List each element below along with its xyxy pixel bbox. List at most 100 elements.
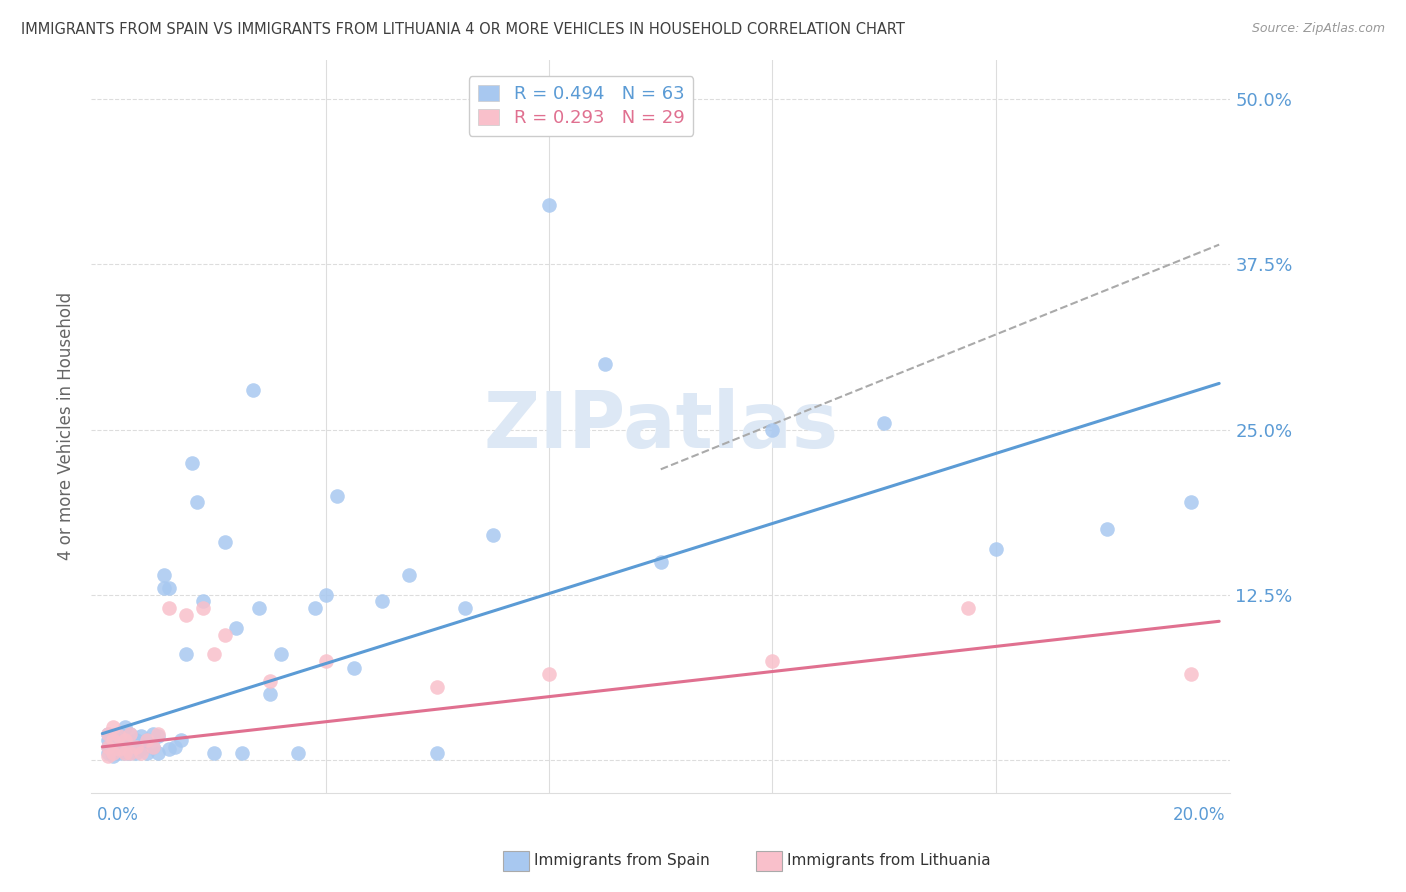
Point [108, 729, 131, 743]
Point [120, 726, 142, 740]
Point [426, 681, 449, 695]
Point [315, 588, 337, 602]
Point [120, 747, 142, 761]
Text: Immigrants from Spain: Immigrants from Spain [534, 854, 710, 868]
Y-axis label: 4 or more Vehicles in Household: 4 or more Vehicles in Household [58, 293, 75, 560]
Point [131, 729, 153, 743]
Point [108, 747, 131, 761]
Point [956, 601, 979, 615]
Point [538, 667, 561, 681]
Text: 20.0%: 20.0% [1173, 806, 1225, 824]
Point [191, 594, 214, 608]
Point [259, 687, 281, 701]
Point [142, 739, 165, 754]
Point [125, 733, 148, 747]
Text: ZIPatlas: ZIPatlas [484, 388, 838, 465]
Point [97, 749, 120, 764]
Text: Immigrants from Lithuania: Immigrants from Lithuania [787, 854, 991, 868]
Point [186, 495, 208, 509]
Point [326, 489, 349, 503]
Point [103, 742, 125, 756]
Point [370, 594, 392, 608]
Point [259, 673, 281, 688]
Point [125, 739, 148, 754]
Point [114, 747, 136, 761]
Point [650, 555, 672, 569]
Point [270, 648, 292, 662]
Point [202, 747, 225, 761]
Point [761, 423, 783, 437]
Point [108, 742, 131, 756]
Point [103, 729, 125, 743]
Point [103, 720, 125, 734]
Point [593, 357, 616, 371]
Point [482, 528, 505, 542]
Point [97, 747, 120, 761]
Point [398, 568, 420, 582]
Point [103, 737, 125, 751]
Point [103, 749, 125, 764]
Point [426, 747, 449, 761]
Point [136, 747, 159, 761]
Point [103, 747, 125, 761]
Point [114, 733, 136, 747]
Point [157, 601, 180, 615]
Point [108, 739, 131, 754]
Point [202, 648, 225, 662]
Point [114, 747, 136, 761]
Text: IMMIGRANTS FROM SPAIN VS IMMIGRANTS FROM LITHUANIA 4 OR MORE VEHICLES IN HOUSEHO: IMMIGRANTS FROM SPAIN VS IMMIGRANTS FROM… [21, 22, 905, 37]
Point [152, 581, 174, 595]
Point [538, 198, 561, 212]
Point [287, 747, 309, 761]
Point [191, 601, 214, 615]
Point [1097, 522, 1119, 536]
Point [1180, 495, 1202, 509]
Point [984, 541, 1007, 556]
Point [174, 648, 197, 662]
Point [343, 660, 366, 674]
Point [1180, 667, 1202, 681]
Point [108, 726, 131, 740]
Point [114, 733, 136, 747]
Point [454, 601, 477, 615]
Point [163, 739, 186, 754]
Point [225, 621, 247, 635]
Point [120, 747, 142, 761]
Point [97, 726, 120, 740]
Point [761, 654, 783, 668]
Point [146, 726, 169, 740]
Point [242, 383, 264, 397]
Point [873, 416, 896, 430]
Point [136, 733, 159, 747]
Point [157, 742, 180, 756]
Legend: R = 0.494   N = 63, R = 0.293   N = 29: R = 0.494 N = 63, R = 0.293 N = 29 [468, 76, 693, 136]
Point [142, 739, 165, 754]
Point [97, 739, 120, 754]
Point [120, 737, 142, 751]
Point [157, 581, 180, 595]
Point [131, 747, 153, 761]
Point [304, 601, 326, 615]
Point [152, 568, 174, 582]
Point [146, 747, 169, 761]
Text: Source: ZipAtlas.com: Source: ZipAtlas.com [1251, 22, 1385, 36]
Point [136, 733, 159, 747]
Point [174, 607, 197, 622]
Point [315, 654, 337, 668]
Point [180, 456, 202, 470]
Point [169, 733, 191, 747]
Point [120, 726, 142, 740]
Point [214, 627, 236, 641]
Point [97, 733, 120, 747]
Point [146, 729, 169, 743]
Point [103, 733, 125, 747]
Point [214, 535, 236, 549]
Point [114, 720, 136, 734]
Point [142, 726, 165, 740]
Point [97, 739, 120, 754]
Text: 0.0%: 0.0% [97, 806, 139, 824]
Point [247, 601, 270, 615]
Point [97, 726, 120, 740]
Point [231, 747, 253, 761]
Point [125, 747, 148, 761]
